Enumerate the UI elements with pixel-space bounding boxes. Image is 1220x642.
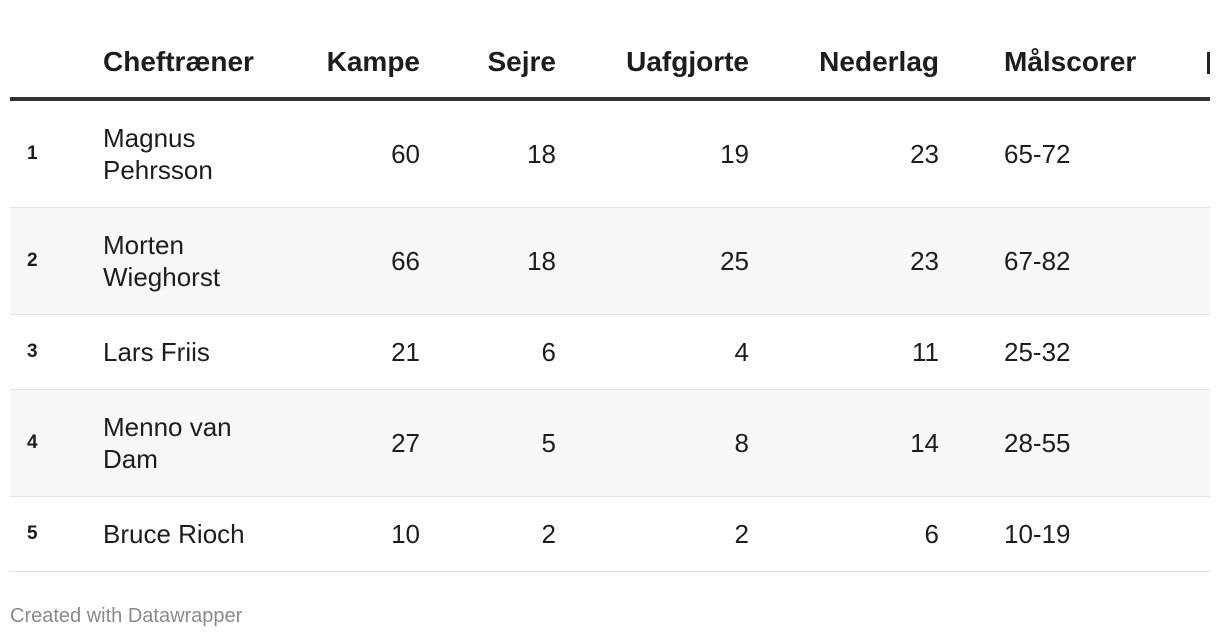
cell-rank: 3 — [27, 341, 38, 362]
cell-coach: Magnus Pehrsson — [103, 123, 213, 185]
table-row: 5 Bruce Rioch 10 2 2 6 10-19 — [10, 497, 1210, 572]
cell-draws: 25 — [720, 246, 749, 276]
cell-goals: 25-32 — [1004, 337, 1071, 367]
cell-coach: Bruce Rioch — [103, 519, 245, 549]
table-row: 4 Menno van Dam 27 5 8 14 28-55 — [10, 390, 1210, 497]
table-row: 3 Lars Friis 21 6 4 11 25-32 — [10, 315, 1210, 390]
cell-goals: 10-19 — [1004, 519, 1071, 549]
cell-goals: 67-82 — [1004, 246, 1071, 276]
cell-matches: 10 — [391, 519, 420, 549]
cell-matches: 66 — [391, 246, 420, 276]
cell-rank: 1 — [27, 143, 38, 164]
cell-wins: 5 — [541, 428, 556, 458]
cell-matches: 60 — [391, 139, 420, 169]
cell-losses: 23 — [910, 246, 939, 276]
header-draws[interactable]: Uafgjorte — [626, 46, 749, 77]
table-header: Cheftræner Kampe Sejre Uafgjorte Nederla… — [10, 0, 1210, 101]
cell-goals: 28-55 — [1004, 428, 1071, 458]
table-row: 2 Morten Wieghorst 66 18 25 23 67-82 — [10, 208, 1210, 315]
header-goals[interactable]: Målscorer — [1004, 46, 1137, 77]
cell-coach: Menno van Dam — [103, 412, 232, 474]
header-wins[interactable]: Sejre — [487, 46, 557, 77]
cell-wins: 18 — [527, 246, 556, 276]
cell-losses: 14 — [910, 428, 939, 458]
cell-coach: Morten Wieghorst — [103, 230, 221, 292]
cell-wins: 18 — [527, 139, 556, 169]
cell-rank: 2 — [27, 250, 38, 271]
cell-losses: 23 — [910, 139, 939, 169]
cell-draws: 2 — [734, 519, 749, 549]
coach-table: Cheftræner Kampe Sejre Uafgjorte Nederla… — [10, 0, 1210, 572]
cell-rank: 4 — [27, 432, 38, 453]
cell-coach: Lars Friis — [103, 337, 210, 367]
cell-goals: 65-72 — [1004, 139, 1071, 169]
cell-draws: 19 — [720, 139, 749, 169]
cell-draws: 8 — [734, 428, 749, 458]
table-row: 1 Magnus Pehrsson 60 18 19 23 65-72 — [10, 101, 1210, 208]
cell-losses: 6 — [924, 519, 939, 549]
cell-matches: 21 — [391, 337, 420, 367]
clipped-column-header — [1207, 52, 1210, 74]
header-coach[interactable]: Cheftræner — [103, 46, 254, 77]
cell-draws: 4 — [734, 337, 749, 367]
cell-wins: 2 — [541, 519, 556, 549]
cell-losses: 11 — [912, 337, 939, 367]
cell-matches: 27 — [391, 428, 420, 458]
header-losses[interactable]: Nederlag — [819, 46, 939, 77]
cell-rank: 5 — [27, 523, 38, 544]
header-matches[interactable]: Kampe — [326, 46, 420, 77]
footer-credit: Created with Datawrapper — [10, 605, 243, 627]
cell-wins: 6 — [541, 337, 556, 367]
